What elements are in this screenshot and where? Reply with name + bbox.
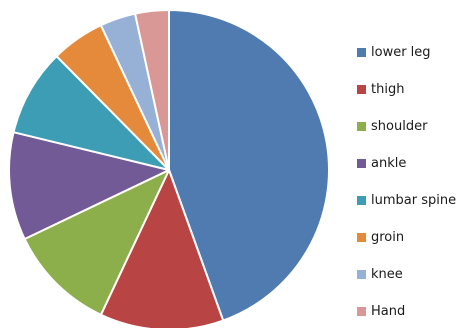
legend-swatch [357, 122, 366, 131]
legend-item-thigh: thigh [357, 71, 456, 108]
legend-swatch [357, 270, 366, 279]
pie-slice-ankle [8, 131, 170, 241]
legend-item-shoulder: shoulder [357, 108, 456, 145]
legend-label: knee [371, 267, 403, 282]
legend-swatch [357, 85, 366, 94]
chart-legend: lower leg thigh shoulder ankle lumbar spine g… [357, 34, 456, 330]
legend-swatch [357, 307, 366, 316]
pie-slice-lumbar-spine [12, 55, 170, 171]
legend-label: thigh [371, 82, 405, 97]
legend-swatch [357, 196, 366, 205]
legend-label: groin [371, 230, 405, 245]
pie-slice-hand [134, 9, 170, 171]
legend-swatch [357, 48, 366, 57]
pie-slice-thigh [99, 169, 225, 328]
pie-slices [8, 9, 330, 328]
legend-item-ankle: ankle [357, 145, 456, 182]
legend-label: ankle [371, 156, 407, 171]
legend-item-lower-leg: lower leg [357, 34, 456, 71]
legend-swatch [357, 233, 366, 242]
legend-item-groin: groin [357, 219, 456, 256]
pie-slice-lower-leg [168, 9, 330, 322]
legend-item-knee: knee [357, 256, 456, 293]
legend-label: shoulder [371, 119, 428, 134]
legend-swatch [357, 159, 366, 168]
legend-label: lower leg [371, 45, 431, 60]
pie-slice-shoulder [23, 169, 170, 316]
legend-label: lumbar spine [371, 193, 457, 208]
legend-item-hand: Hand [357, 293, 456, 330]
legend-label: Hand [371, 304, 406, 319]
legend-item-lumbar-spine: lumbar spine [357, 182, 456, 219]
